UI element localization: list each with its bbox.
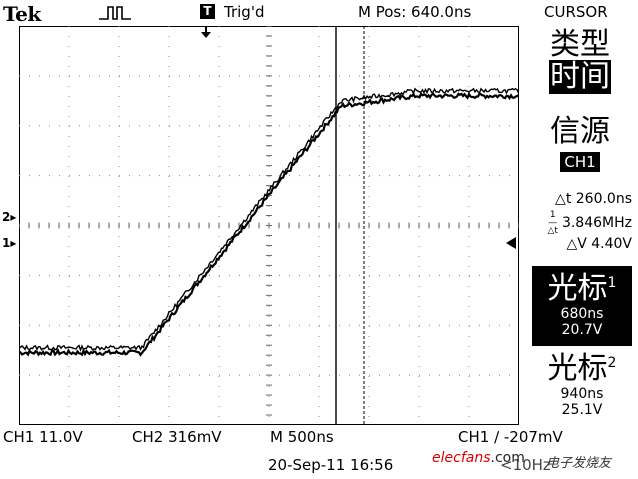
watermark-domain: .com [490, 450, 525, 466]
ch1-scale: CH1 11.0V [3, 428, 83, 446]
graticule [19, 26, 519, 425]
delta-v-readout: △V 4.40V [566, 236, 632, 252]
watermark-logo: elecfans.com [432, 450, 525, 466]
trigger-level-arrow-icon[interactable] [506, 236, 518, 250]
one-over-delta-t-icon: 1— △t [547, 210, 558, 236]
watermark-site: elecfans [432, 450, 491, 466]
date-time: 20-Sep-11 16:56 [268, 456, 394, 474]
cursor2-index: 2 [607, 355, 617, 371]
cursor2-title: 光标2 [532, 346, 632, 386]
ch1-ground-marker[interactable]: 1▸ [2, 236, 16, 250]
cursor2-time: 940ns [560, 386, 604, 402]
type-value: 时间 [549, 59, 611, 94]
ch1-marker-label: 1 [2, 236, 11, 250]
top-status-bar: Tek T Trig'd M Pos: 640.0ns CURSOR [0, 0, 638, 26]
cursor1-button[interactable]: 光标1 680ns 20.7V [532, 266, 632, 346]
acquisition-state-icon [99, 6, 131, 20]
trigger-position-icon: T [200, 4, 215, 19]
ch2-marker-label: 2 [2, 210, 11, 224]
cursor1-index: 1 [607, 275, 617, 291]
cursor1-volt: 20.7V [561, 322, 603, 338]
type-label: 类型 [550, 27, 610, 62]
delta-t-readout: △t 260.0ns [555, 191, 632, 207]
cursor1-label: 光标 [547, 271, 608, 306]
trigger-readout: CH1 ∕ -207mV [458, 428, 563, 446]
ch1-trace-overlay [19, 87, 519, 352]
cursor2-button[interactable]: 光标2 940ns 25.1V [532, 346, 632, 426]
tek-logo: Tek [3, 2, 41, 26]
menu-title: CURSOR [544, 3, 608, 21]
source-value: CH1 [560, 152, 600, 172]
trigger-frequency: <10Hz [500, 456, 551, 474]
cursor2-volt: 25.1V [561, 402, 603, 418]
cursor2-label: 光标 [547, 351, 608, 386]
inverse-delta-t-readout: 1— △t 3.846MHz [547, 210, 633, 236]
waveform-display[interactable] [19, 26, 519, 425]
marker-arrow-icon: ▸ [10, 210, 17, 224]
ch1-trace [19, 91, 519, 357]
menu-source-button[interactable]: 信源 CH1 [548, 114, 612, 172]
source-label: 信源 [550, 114, 610, 149]
timebase: M 500ns [270, 428, 334, 446]
horizontal-position: M Pos: 640.0ns [358, 3, 472, 21]
marker-arrow-icon: ▸ [10, 236, 17, 250]
watermark-cn: 电子发烧友 [546, 456, 612, 471]
cursor1-title: 光标1 [532, 266, 632, 306]
cursor1-time: 680ns [560, 306, 604, 322]
ch2-scale: CH2 316mV [132, 428, 222, 446]
menu-type-button[interactable]: 类型 时间 [548, 30, 612, 94]
trigger-status: Trig'd [224, 3, 265, 21]
trigger-point-arrow-icon [201, 27, 211, 38]
frequency-value: 3.846MHz [561, 215, 632, 231]
ch2-ground-marker[interactable]: 2▸ [2, 210, 16, 224]
